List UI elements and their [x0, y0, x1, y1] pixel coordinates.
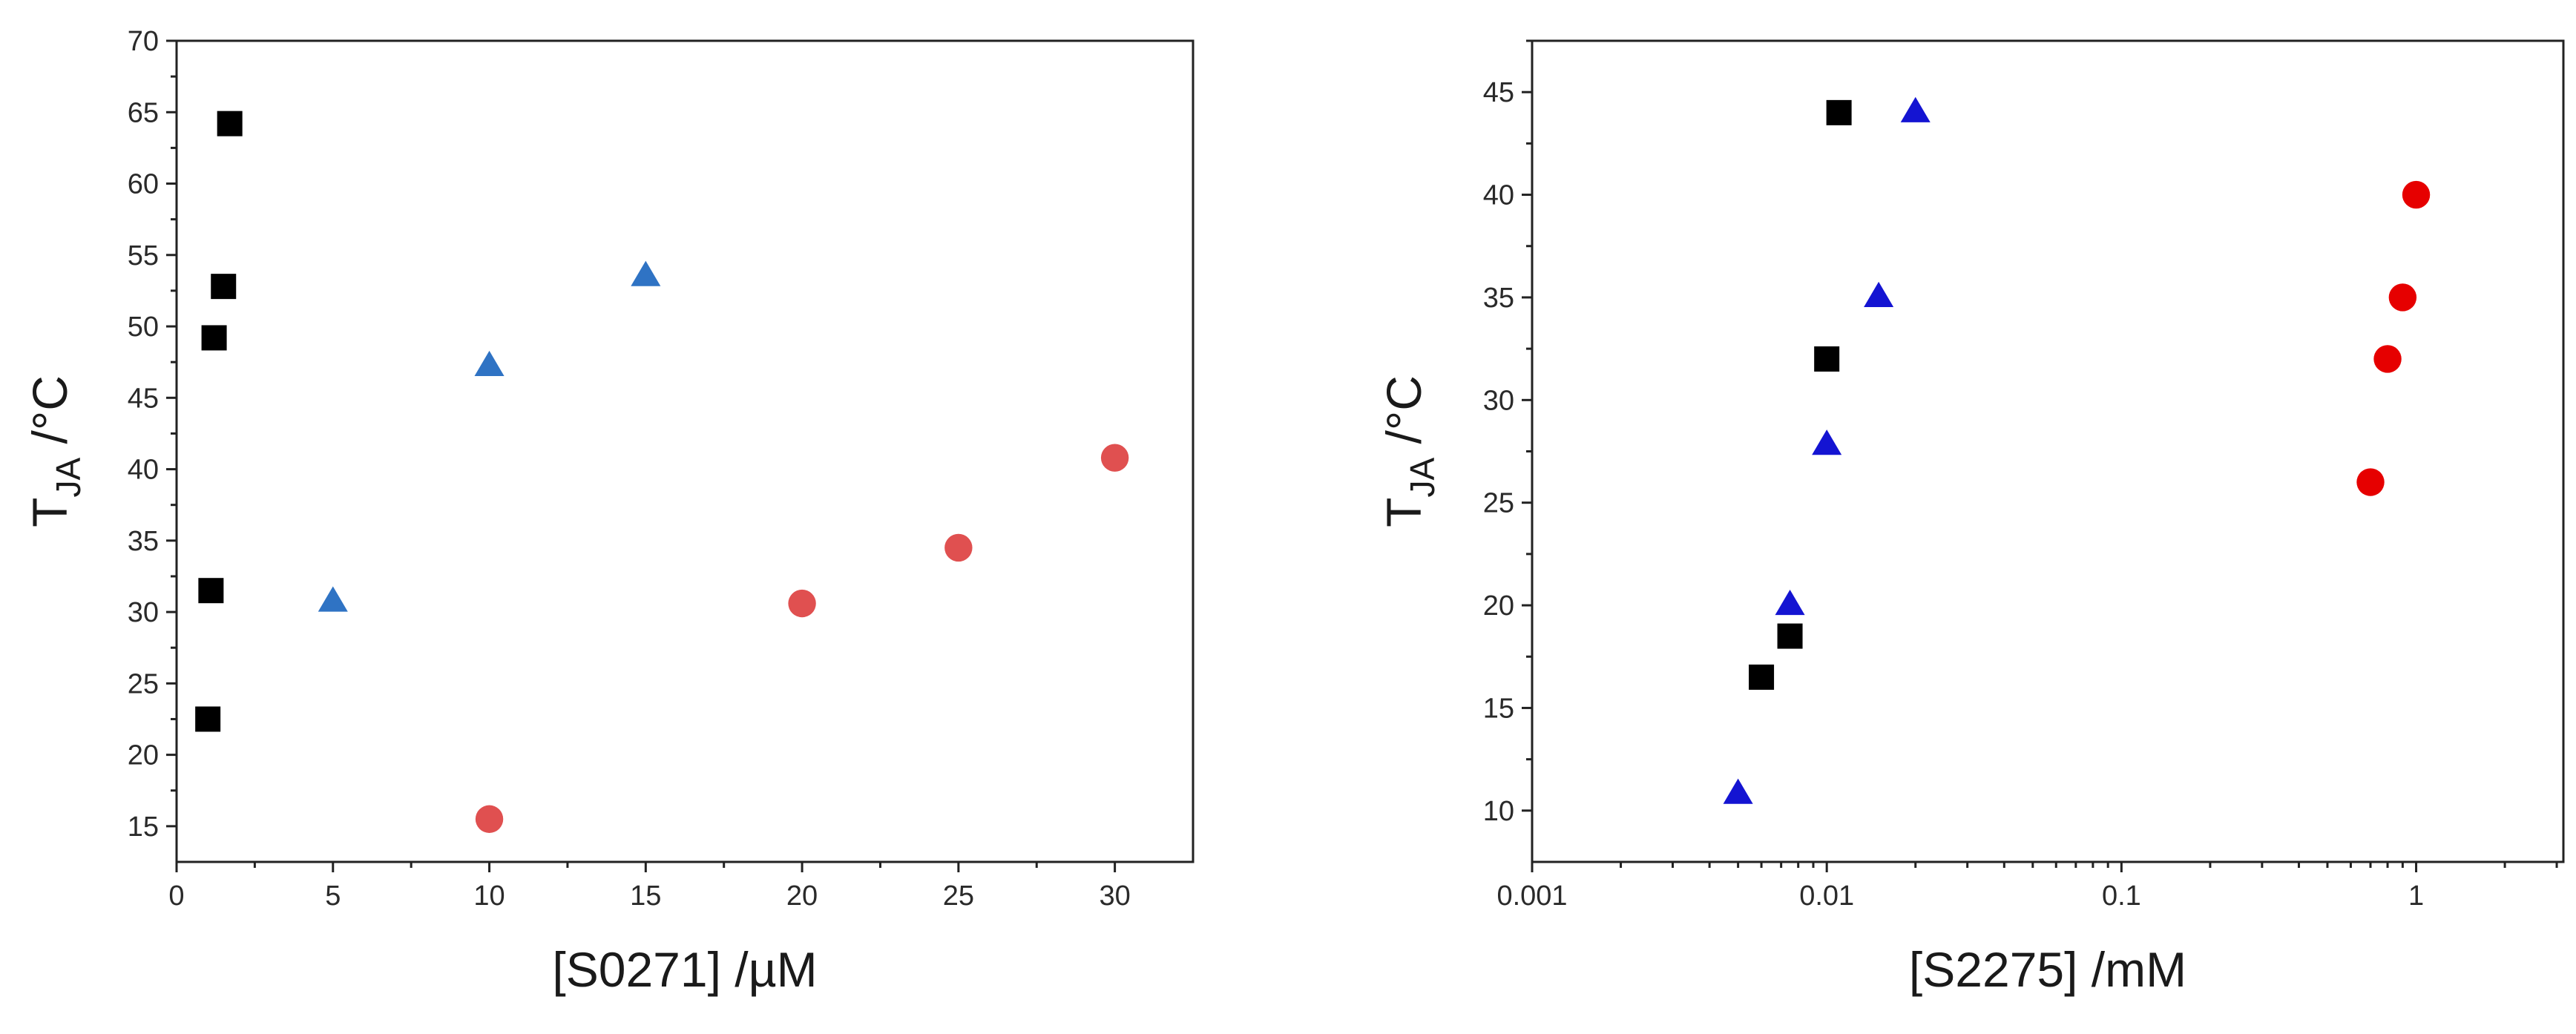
data-point-circle	[2402, 180, 2431, 209]
x-tick-label: 15	[630, 880, 661, 912]
y-tick-label: 35	[128, 526, 159, 557]
data-point-circle	[475, 805, 504, 833]
data-point-square	[201, 325, 227, 351]
y-tick-label: 30	[1483, 385, 1514, 416]
x-tick-label: 0.01	[1799, 880, 1854, 912]
x-tick-label: 25	[943, 880, 974, 912]
y-axis-title-main: T	[22, 498, 77, 527]
y-tick-label: 55	[128, 240, 159, 271]
data-point-square	[1777, 623, 1803, 649]
data-point-square	[211, 274, 237, 300]
data-point-triangle	[1900, 96, 1931, 122]
x-tick-label: 10	[473, 880, 505, 912]
series-triangle	[1723, 96, 1931, 804]
y-axis-title-unit: /°C	[1376, 375, 1431, 458]
data-point-circle	[2356, 468, 2385, 496]
x-axis-title: [S2275] /mM	[1909, 942, 2186, 997]
series-square	[1749, 99, 1852, 690]
data-point-circle	[2373, 345, 2402, 373]
series-square	[195, 111, 243, 732]
plot-frame	[175, 39, 1195, 863]
y-tick-label: 50	[128, 312, 159, 343]
data-point-square	[195, 706, 221, 732]
data-point-circle	[1100, 444, 1129, 472]
x-axis-title: [S0271] /µM	[552, 942, 817, 997]
y-axis-title: TJA /°C	[1376, 375, 1442, 527]
y-tick-label: 15	[1483, 693, 1514, 724]
data-point-square	[217, 111, 243, 136]
y-axis-title-unit: /°C	[22, 375, 77, 458]
series-circle	[2356, 180, 2431, 496]
data-point-triangle	[1775, 589, 1805, 616]
data-point-circle	[944, 533, 973, 562]
y-axis-title-main: T	[1376, 498, 1431, 527]
y-tick-label: 60	[128, 169, 159, 200]
y-tick-label: 15	[128, 811, 159, 843]
series-circle	[475, 444, 1129, 833]
data-point-square	[1749, 664, 1775, 690]
y-tick-label: 20	[128, 740, 159, 771]
y-axis-title: TJA /°C	[22, 375, 88, 527]
y-tick-label: 25	[1483, 488, 1514, 519]
x-tick-label: 5	[325, 880, 341, 912]
data-point-circle	[788, 589, 816, 618]
y-tick-label: 45	[128, 383, 159, 414]
data-point-triangle	[1812, 429, 1842, 455]
data-point-triangle	[1864, 281, 1894, 308]
data-point-triangle	[474, 350, 505, 377]
x-tick-label: 20	[786, 880, 818, 912]
x-tick-label: 30	[1099, 880, 1130, 912]
y-axis-title-subscript: JA	[49, 458, 88, 498]
data-point-square	[1826, 99, 1852, 125]
data-point-square	[1814, 346, 1840, 372]
data-point-circle	[2388, 283, 2417, 312]
data-point-square	[198, 578, 224, 604]
y-tick-label: 70	[128, 26, 159, 57]
y-tick-label: 35	[1483, 283, 1514, 314]
x-tick-label: 0.1	[2102, 880, 2141, 912]
plot-frame	[1531, 39, 2565, 863]
y-tick-label: 40	[1483, 180, 1514, 211]
y-tick-label: 45	[1483, 77, 1514, 108]
series-triangle	[318, 260, 661, 612]
chart-left: 0 5 10 15 20 25 30 15 20 25 30 35 40 45 50 55 60 65 70 [S02…	[22, 26, 1195, 997]
data-point-triangle	[318, 586, 348, 612]
x-tick-label: 0.001	[1496, 880, 1567, 912]
y-tick-label: 40	[128, 455, 159, 486]
chart-right: 0.001 0.01 0.1 1 10 15 20 25 30 35 40 45 [S2275] /mM…	[1376, 39, 2565, 997]
y-tick-label: 25	[128, 668, 159, 699]
x-tick-label: 1	[2408, 880, 2424, 912]
y-tick-label: 10	[1483, 796, 1514, 827]
data-point-triangle	[1723, 778, 1753, 804]
y-axis-title-subscript: JA	[1403, 458, 1442, 498]
data-point-triangle	[631, 260, 661, 286]
y-tick-label: 30	[128, 597, 159, 628]
x-tick-label: 0	[168, 880, 184, 912]
y-tick-label: 65	[128, 97, 159, 128]
y-tick-label: 20	[1483, 590, 1514, 622]
